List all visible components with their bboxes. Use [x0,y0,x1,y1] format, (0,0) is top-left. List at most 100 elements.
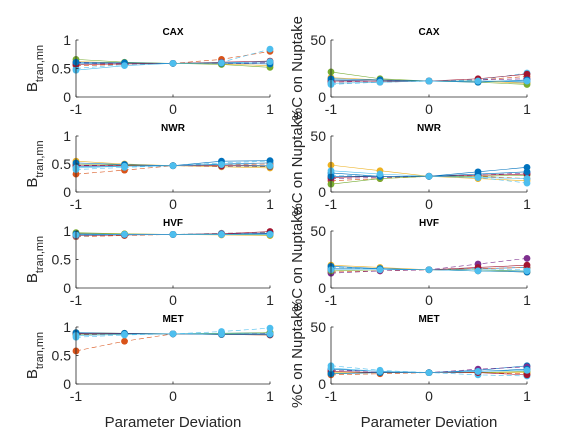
panel-title: MET [162,314,183,325]
x-tick-label: 0 [169,101,177,117]
x-axis-label: Parameter Deviation [361,414,498,431]
chart-panel-hvf-btran: -1 0 100.51 HVFBtran,mn [24,218,274,308]
data-point [121,338,128,345]
panel-title: NWR [417,123,442,134]
data-point [218,59,225,66]
y-axis-label: %C on Nuptake [289,16,306,121]
x-tick-label: 0 [169,388,177,404]
data-point [524,255,531,262]
data-point [267,162,274,169]
y-tick-label: 1 [63,319,71,335]
x-tick-label: 1 [523,388,531,404]
panel-title: NWR [161,123,186,134]
x-axis-label: Parameter Deviation [105,414,242,431]
y-tick-label: 0 [63,280,71,296]
x-tick-label: 1 [523,101,531,117]
data-point [218,231,225,238]
data-point [377,266,384,273]
chart-panel-met-btran: -1 0 100.51 METBtran,mnParameter Deviation [24,314,274,431]
data-point [170,162,177,169]
y-tick-label: 0.5 [52,252,72,268]
y-tick-label: 0 [318,376,326,392]
y-tick-label: 50 [310,319,326,335]
data-point [377,79,384,86]
x-tick-label: 0 [425,388,433,404]
data-point [475,268,482,275]
data-point [426,78,433,85]
x-tick-label: 0 [425,196,433,212]
data-point [475,368,482,375]
y-tick-label: 0 [63,89,71,105]
panel-title: MET [418,314,439,325]
y-tick-label: 50 [310,128,326,144]
data-point [524,168,531,175]
x-tick-label: 1 [266,292,274,308]
y-axis-label: %C on Nuptake [289,111,306,216]
x-tick-label: -1 [70,196,83,212]
data-point [121,62,128,69]
x-tick-label: 0 [169,292,177,308]
y-tick-label: 0 [63,376,71,392]
y-tick-label: 0 [318,280,326,296]
data-point [426,173,433,180]
data-point [121,231,128,238]
data-point [524,78,531,85]
y-tick-label: 50 [310,223,326,239]
chart-panel-hvf-nuptake: -1 0 1050 HVF%C on Nuptake [289,207,531,312]
x-tick-label: 0 [425,101,433,117]
data-point [475,78,482,85]
y-tick-label: 0.5 [52,156,72,172]
y-tick-label: 0 [318,184,326,200]
y-axis-label: %C on Nuptake [289,207,306,312]
y-axis-label: %C on Nuptake [289,303,306,408]
y-tick-label: 1 [63,32,71,48]
y-tick-label: 0.5 [52,61,72,77]
x-tick-label: 1 [266,388,274,404]
x-tick-label: -1 [70,101,83,117]
y-axis-label: Btran,mn [24,236,46,283]
y-axis-label: Btran,mn [24,332,46,379]
x-tick-label: -1 [325,101,338,117]
data-point [121,331,128,338]
data-point [218,330,225,337]
data-point [377,171,384,178]
x-tick-label: -1 [70,292,83,308]
data-point [524,268,531,275]
y-tick-label: 50 [310,32,326,48]
data-point [524,367,531,374]
data-point [267,58,274,65]
panel-title: HVF [163,218,183,229]
data-point [267,231,274,238]
x-tick-label: -1 [325,388,338,404]
x-tick-label: 0 [425,292,433,308]
data-point [121,163,128,170]
y-tick-label: 1 [63,128,71,144]
panel-title: CAX [162,27,183,38]
x-tick-label: -1 [70,388,83,404]
y-tick-label: 1 [63,223,71,239]
data-point [267,330,274,337]
x-tick-label: -1 [325,196,338,212]
data-point [218,161,225,168]
y-tick-label: 0 [318,89,326,105]
y-axis-label: Btran,mn [24,140,46,187]
data-point [267,46,274,53]
data-point [426,369,433,376]
y-tick-label: 0.5 [52,348,72,364]
panel-title: CAX [418,27,439,38]
x-tick-label: 1 [266,196,274,212]
x-tick-label: 1 [523,196,531,212]
x-tick-label: -1 [325,292,338,308]
x-tick-label: 1 [523,292,531,308]
y-axis-label: Btran,mn [24,45,46,92]
y-tick-label: 0 [63,184,71,200]
data-point [377,368,384,375]
x-tick-label: 0 [169,196,177,212]
data-point [426,266,433,273]
